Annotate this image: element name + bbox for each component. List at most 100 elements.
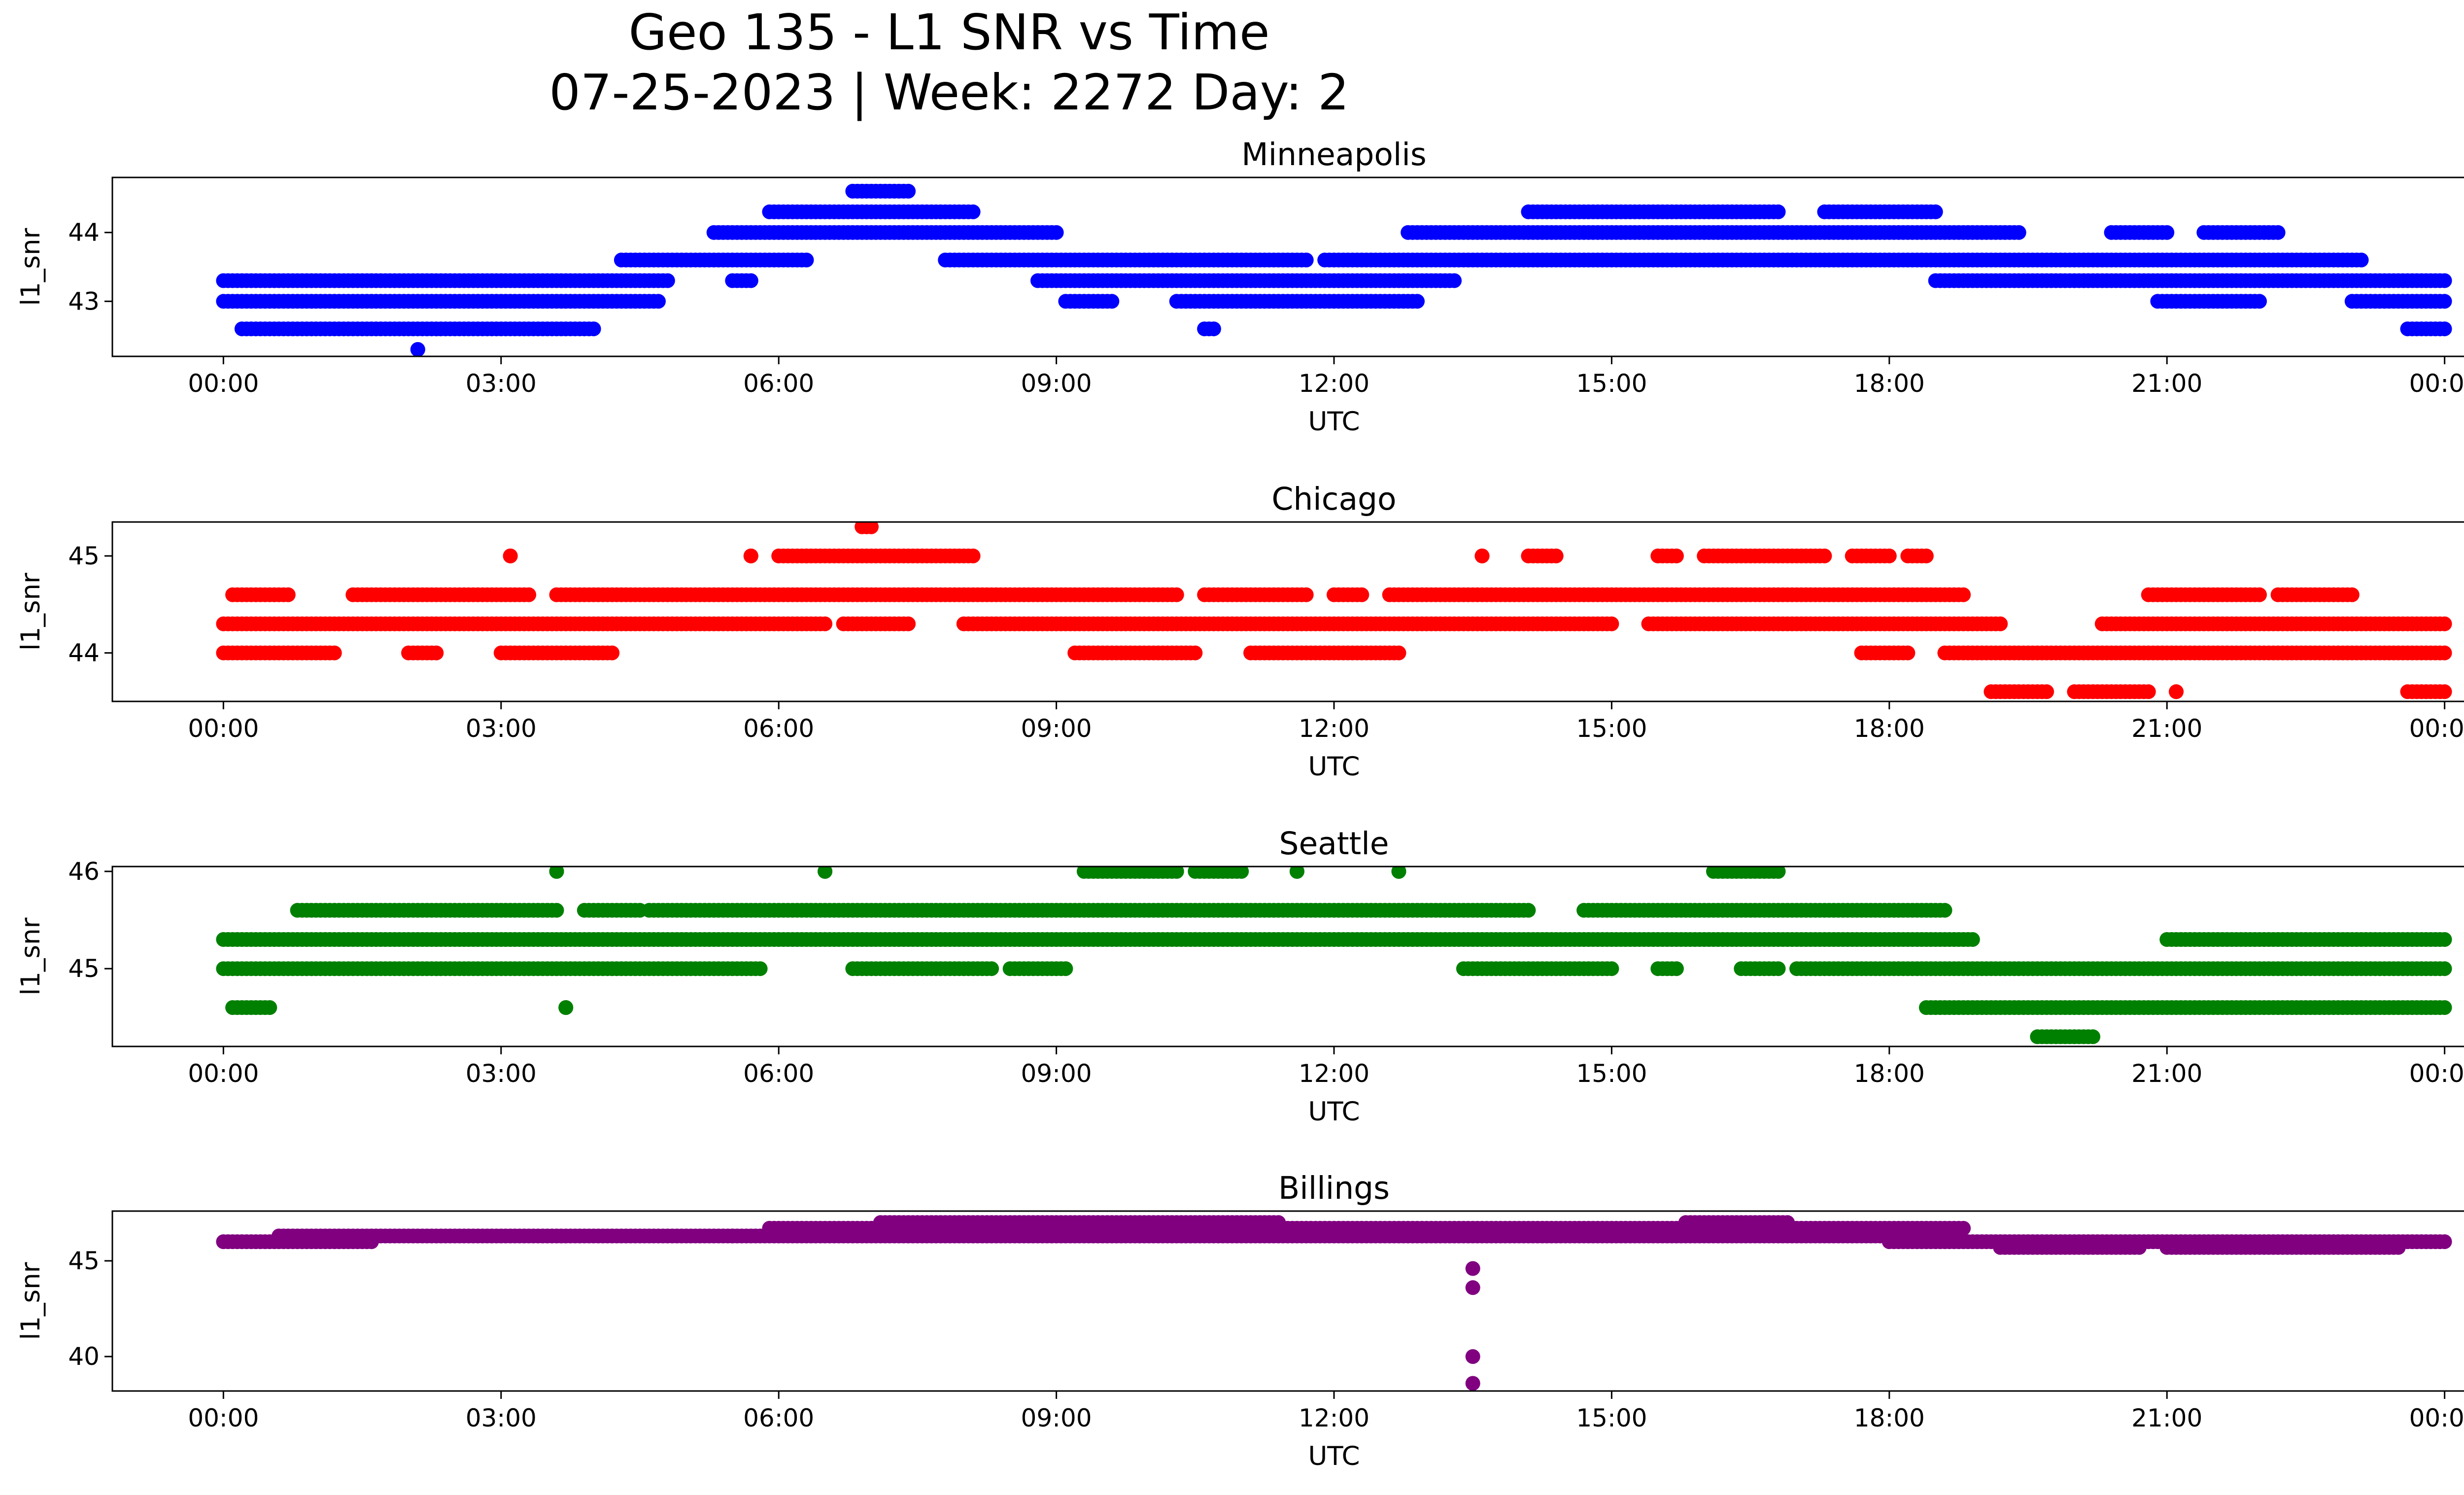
data-point xyxy=(901,616,916,631)
data-point xyxy=(521,587,537,602)
data-point xyxy=(965,204,981,219)
series-billings xyxy=(216,1215,2452,1391)
subplots: Minneapolis 00:00 03:00 06:00 09:00 12:00 15:0… xyxy=(16,137,2464,1471)
data-point xyxy=(1669,961,1684,976)
x-tick-label: 18:00 xyxy=(1854,369,1925,398)
data-point xyxy=(965,548,981,563)
x-tick-label: 15:00 xyxy=(1576,1404,1647,1432)
data-point xyxy=(1771,867,1786,879)
series-chicago xyxy=(216,522,2452,699)
x-tick-label: 03:00 xyxy=(466,369,537,398)
subplot-title-chicago: Chicago xyxy=(1271,481,1396,517)
data-point xyxy=(1780,1215,1795,1230)
data-point-outlier xyxy=(1465,1376,1480,1391)
data-point xyxy=(2131,1240,2147,1255)
data-point xyxy=(1669,548,1684,563)
data-point xyxy=(1391,645,1406,661)
data-point xyxy=(1391,867,1406,879)
data-point xyxy=(651,294,666,309)
y-tick-label: 45 xyxy=(68,1247,100,1275)
data-point xyxy=(410,342,425,356)
data-point xyxy=(1474,548,1490,563)
data-point xyxy=(1289,867,1304,879)
x-axis-label: UTC xyxy=(1308,407,1360,437)
data-point-outlier xyxy=(1465,1280,1480,1295)
data-point xyxy=(1299,587,1314,602)
data-point xyxy=(280,587,296,602)
data-point xyxy=(605,645,620,661)
data-point xyxy=(1271,1215,1286,1230)
x-tick-label: 21:00 xyxy=(2131,714,2202,743)
data-point xyxy=(1169,587,1184,602)
y-tick-label: 40 xyxy=(68,1342,100,1371)
data-point xyxy=(1882,548,1897,563)
data-point xyxy=(1900,645,1916,661)
data-point xyxy=(1299,252,1314,268)
x-tick-label: 06:00 xyxy=(743,1059,814,1088)
x-tick-label: 21:00 xyxy=(2131,369,2202,398)
data-point xyxy=(1928,204,1943,219)
data-point xyxy=(1548,548,1564,563)
x-tick-label: 18:00 xyxy=(1854,714,1925,743)
data-point xyxy=(901,183,916,199)
y-axis-label: l1_snr xyxy=(16,573,46,651)
data-point xyxy=(753,961,768,976)
x-tick-label: 00:00 xyxy=(2409,1059,2464,1088)
data-point-outlier xyxy=(1465,1349,1480,1364)
x-tick-label: 06:00 xyxy=(743,1404,814,1432)
y-tick-label: 43 xyxy=(68,287,100,315)
x-tick-label: 21:00 xyxy=(2131,1059,2202,1088)
data-point xyxy=(2039,684,2054,699)
data-point xyxy=(1354,587,1369,602)
data-point xyxy=(743,548,758,563)
data-point xyxy=(864,522,879,534)
x-tick-label: 03:00 xyxy=(466,1059,537,1088)
data-point xyxy=(1521,903,1536,918)
data-point xyxy=(1817,548,1832,563)
x-axis-label: UTC xyxy=(1308,1097,1360,1127)
data-point xyxy=(2159,225,2175,240)
data-point xyxy=(1956,587,1971,602)
plot-frame-chicago xyxy=(111,521,2464,702)
x-tick-label: 09:00 xyxy=(1021,369,1092,398)
data-point xyxy=(2437,294,2452,309)
y-tick-label: 45 xyxy=(68,542,100,570)
data-point xyxy=(1169,867,1184,879)
data-point xyxy=(2437,273,2452,288)
data-point xyxy=(2011,225,2026,240)
figure-title-line2: 07-25-2023 | Week: 2272 Day: 2 xyxy=(549,64,1349,121)
x-tick-label: 12:00 xyxy=(1299,1059,1369,1088)
data-point xyxy=(1188,645,1203,661)
data-point xyxy=(660,273,675,288)
x-tick-label: 18:00 xyxy=(1854,1404,1925,1432)
x-tick-label: 12:00 xyxy=(1299,1404,1369,1432)
data-point xyxy=(1234,867,1249,879)
data-point xyxy=(2437,1000,2452,1015)
x-tick-label: 00:00 xyxy=(188,1404,259,1432)
data-point xyxy=(327,645,342,661)
x-tick-label: 00:00 xyxy=(188,1059,259,1088)
x-tick-label: 03:00 xyxy=(466,1404,537,1432)
x-tick-label: 00:00 xyxy=(2409,1404,2464,1432)
data-point xyxy=(2252,587,2267,602)
x-tick-label: 06:00 xyxy=(743,714,814,743)
data-point xyxy=(743,273,758,288)
data-point xyxy=(818,616,833,631)
y-axis-label: l1_snr xyxy=(16,1262,46,1340)
data-point xyxy=(2141,684,2156,699)
x-tick-label: 15:00 xyxy=(1576,369,1647,398)
data-point xyxy=(2437,1234,2452,1250)
x-tick-label: 06:00 xyxy=(743,369,814,398)
data-point xyxy=(2086,1029,2100,1044)
data-point xyxy=(1771,961,1786,976)
data-point xyxy=(1956,1220,1971,1236)
data-point xyxy=(2169,684,2184,699)
subplot-title-minneapolis: Minneapolis xyxy=(1241,137,1426,173)
data-point xyxy=(2437,961,2452,976)
data-point xyxy=(1771,204,1786,219)
